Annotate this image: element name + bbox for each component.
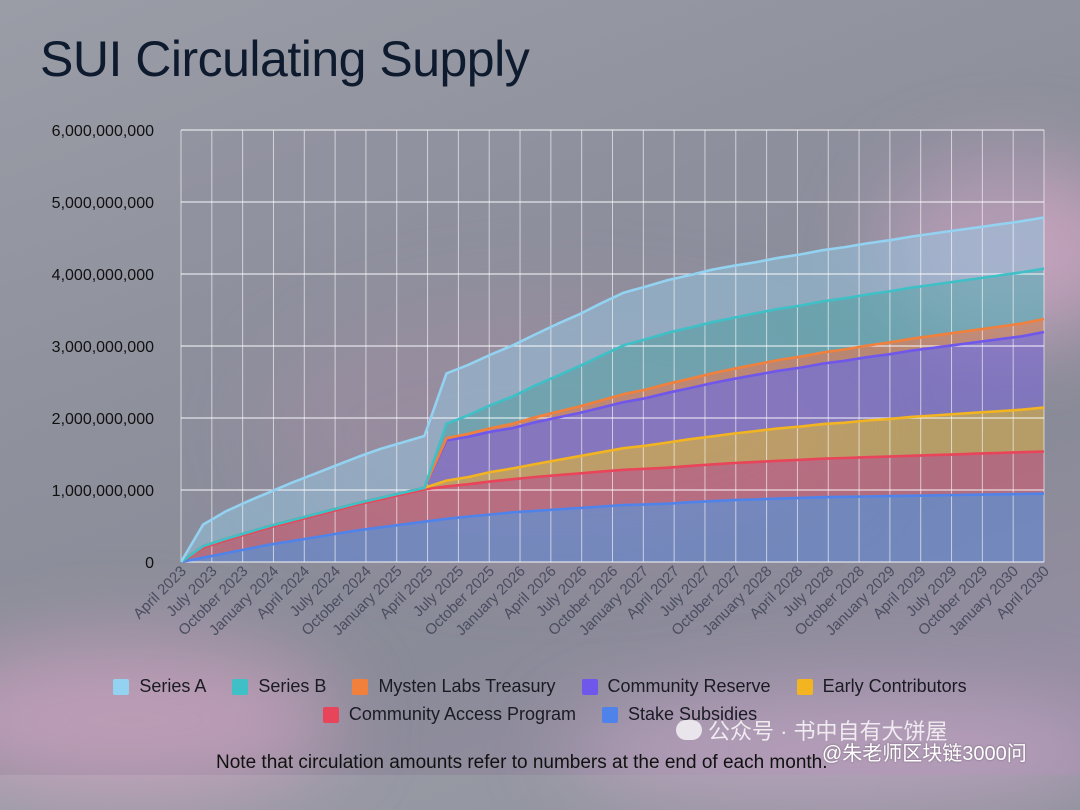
y-tick-label: 0 (145, 555, 154, 572)
legend-row-1: Series A Series B Mysten Labs Treasury Comm… (0, 676, 1080, 697)
legend-item: Community Access Program (322, 704, 576, 725)
line-community-access-program (180, 450, 1045, 564)
y-tick-label: 4,000,000,000 (52, 267, 154, 284)
legend-label: Community Access Program (348, 704, 576, 724)
y-tick-label: 5,000,000,000 (52, 195, 154, 212)
legend-swatch (581, 678, 598, 695)
legend-swatch (113, 678, 130, 695)
credit-text: @朱老师区块链3000问 (822, 743, 1027, 765)
legend-item: Early Contributors (796, 676, 967, 697)
y-tick-label: 3,000,000,000 (52, 339, 154, 356)
legend-item: Community Reserve (581, 676, 771, 697)
supply-area-chart: 0 1,000,000,000 2,000,000,000 3,000,000,000… (52, 123, 1053, 639)
watermark-text: 公众号 · 书中自有大饼屋 (708, 719, 948, 744)
legend-label: Stake Subsidies (628, 704, 758, 724)
legend-label: Series B (258, 676, 327, 696)
line-series-b (180, 267, 1045, 564)
legend-label: Early Contributors (822, 676, 967, 696)
y-tick-label: 1,000,000,000 (52, 483, 154, 500)
chart-title: SUI Circulating Supply (40, 31, 530, 87)
y-tick-label: 2,000,000,000 (52, 411, 154, 428)
legend-item: Mysten Labs Treasury (352, 676, 556, 697)
legend-item: Stake Subsidies (602, 704, 757, 725)
y-tick-label: 6,000,000,000 (52, 123, 154, 140)
legend-item: Series A (113, 676, 206, 697)
legend-swatch (602, 706, 618, 723)
legend-item: Series B (232, 676, 326, 697)
legend-row-2: Community Access Program Stake Subsidies (0, 704, 1080, 725)
area-mysten-labs-treasury (181, 319, 1044, 562)
line-stake-subsidies (180, 492, 1045, 564)
watermark: 公众号 · 书中自有大饼屋 (676, 714, 948, 746)
legend-label: Community Reserve (607, 676, 771, 696)
legend-swatch (796, 678, 813, 695)
footnote: Note that circulation amounts refer to n… (216, 752, 828, 773)
line-series-a (179, 216, 1045, 563)
legend-swatch (322, 706, 339, 723)
legend-label: Mysten Labs Treasury (378, 676, 556, 696)
legend-label: Series A (139, 676, 207, 696)
legend-swatch (352, 678, 369, 695)
legend-swatch (232, 678, 249, 695)
wechat-icon (676, 720, 702, 740)
